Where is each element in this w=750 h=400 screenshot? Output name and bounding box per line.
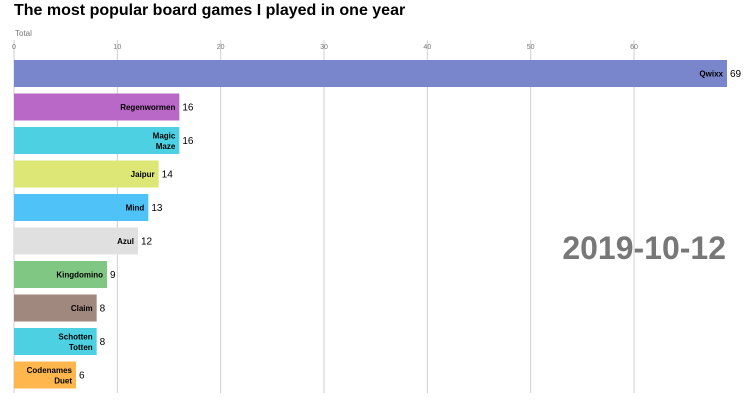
date-label: 2019-10-12 bbox=[562, 230, 726, 266]
bar bbox=[14, 127, 180, 154]
bar-label: Azul bbox=[117, 237, 134, 246]
x-tick-label: 10 bbox=[113, 44, 121, 51]
x-tick-label: 50 bbox=[527, 44, 535, 51]
bar bbox=[14, 294, 97, 322]
x-tick-label: 30 bbox=[320, 44, 328, 51]
value-label: 69 bbox=[730, 69, 742, 80]
bar bbox=[14, 160, 159, 188]
bar-label: Codenames Duet bbox=[27, 366, 73, 386]
x-tick-label: 0 bbox=[12, 44, 16, 51]
bar bbox=[14, 194, 149, 221]
bar bbox=[14, 261, 107, 288]
chart-title: The most popular board games I played in… bbox=[14, 2, 406, 19]
bar bbox=[14, 361, 76, 389]
bar-label: Mind bbox=[126, 204, 145, 213]
bar bbox=[14, 93, 180, 121]
value-label: 6 bbox=[79, 371, 85, 382]
bar-label: Magic Maze bbox=[153, 131, 176, 151]
x-axis-label: Total bbox=[15, 29, 32, 38]
bar-label: Jaipur bbox=[131, 170, 155, 179]
bar-label: Regenwormen bbox=[120, 103, 175, 112]
bar bbox=[14, 227, 138, 255]
x-tick-label: 40 bbox=[423, 44, 431, 51]
value-label: 14 bbox=[162, 170, 174, 181]
value-label: 12 bbox=[141, 237, 153, 248]
value-label: 8 bbox=[100, 304, 106, 315]
value-label: 16 bbox=[182, 103, 194, 114]
bar-label: Qwixx bbox=[699, 70, 723, 79]
value-label: 13 bbox=[151, 203, 163, 214]
bar bbox=[14, 60, 727, 87]
value-label: 8 bbox=[100, 337, 106, 348]
x-tick-label: 20 bbox=[217, 44, 225, 51]
bar bbox=[14, 328, 97, 355]
value-label: 9 bbox=[110, 270, 116, 281]
x-tick-label: 60 bbox=[630, 44, 638, 51]
bar-label: Claim bbox=[71, 304, 93, 313]
value-label: 16 bbox=[182, 136, 194, 147]
bar-label: Kingdomino bbox=[56, 271, 103, 280]
bar-label: Schotten Totten bbox=[58, 332, 92, 352]
